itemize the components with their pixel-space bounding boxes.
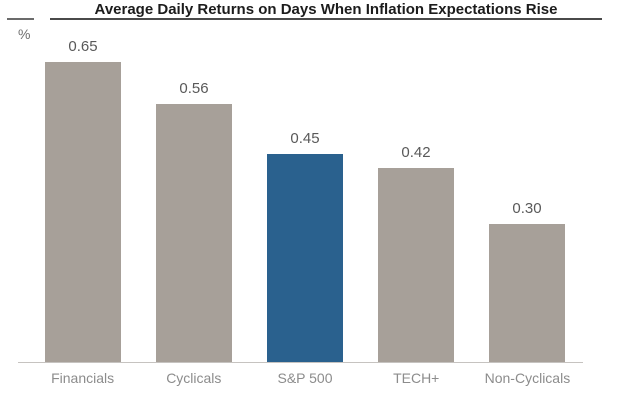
chart-title: Average Daily Returns on Days When Infla…	[94, 1, 558, 18]
bar-cyclicals	[156, 104, 232, 362]
x-axis-line	[18, 362, 583, 363]
title-left-tick-line	[7, 18, 34, 20]
bar-financials	[45, 62, 121, 362]
bar-s-p-500	[267, 154, 343, 362]
bar-column: 0.45	[267, 130, 343, 362]
title-underline	[50, 18, 602, 20]
category-labels-row: Financials Cyclicals S&P 500 TECH+ Non-Cycli…	[27, 370, 583, 386]
y-axis-unit-label: %	[18, 26, 31, 42]
category-label: S&P 500	[277, 370, 333, 386]
category-label: Cyclicals	[166, 370, 222, 386]
bar-non-cyclicals	[489, 224, 565, 362]
bars-row: 0.65 0.56 0.45 0.42 0.30	[45, 30, 565, 362]
category-label: Financials	[51, 370, 115, 386]
bar-column: 0.30	[489, 200, 565, 362]
category-label: Non-Cyclicals	[484, 370, 571, 386]
bar-value-label: 0.30	[512, 200, 542, 217]
bar-value-label: 0.42	[401, 144, 431, 161]
bar-value-label: 0.65	[68, 38, 98, 55]
bar-value-label: 0.45	[290, 130, 320, 147]
bar-tech-	[378, 168, 454, 362]
category-label: TECH+	[393, 370, 440, 386]
bar-column: 0.56	[156, 80, 232, 362]
bar-column: 0.42	[378, 144, 454, 362]
bar-column: 0.65	[45, 38, 121, 362]
bar-value-label: 0.56	[179, 80, 209, 97]
